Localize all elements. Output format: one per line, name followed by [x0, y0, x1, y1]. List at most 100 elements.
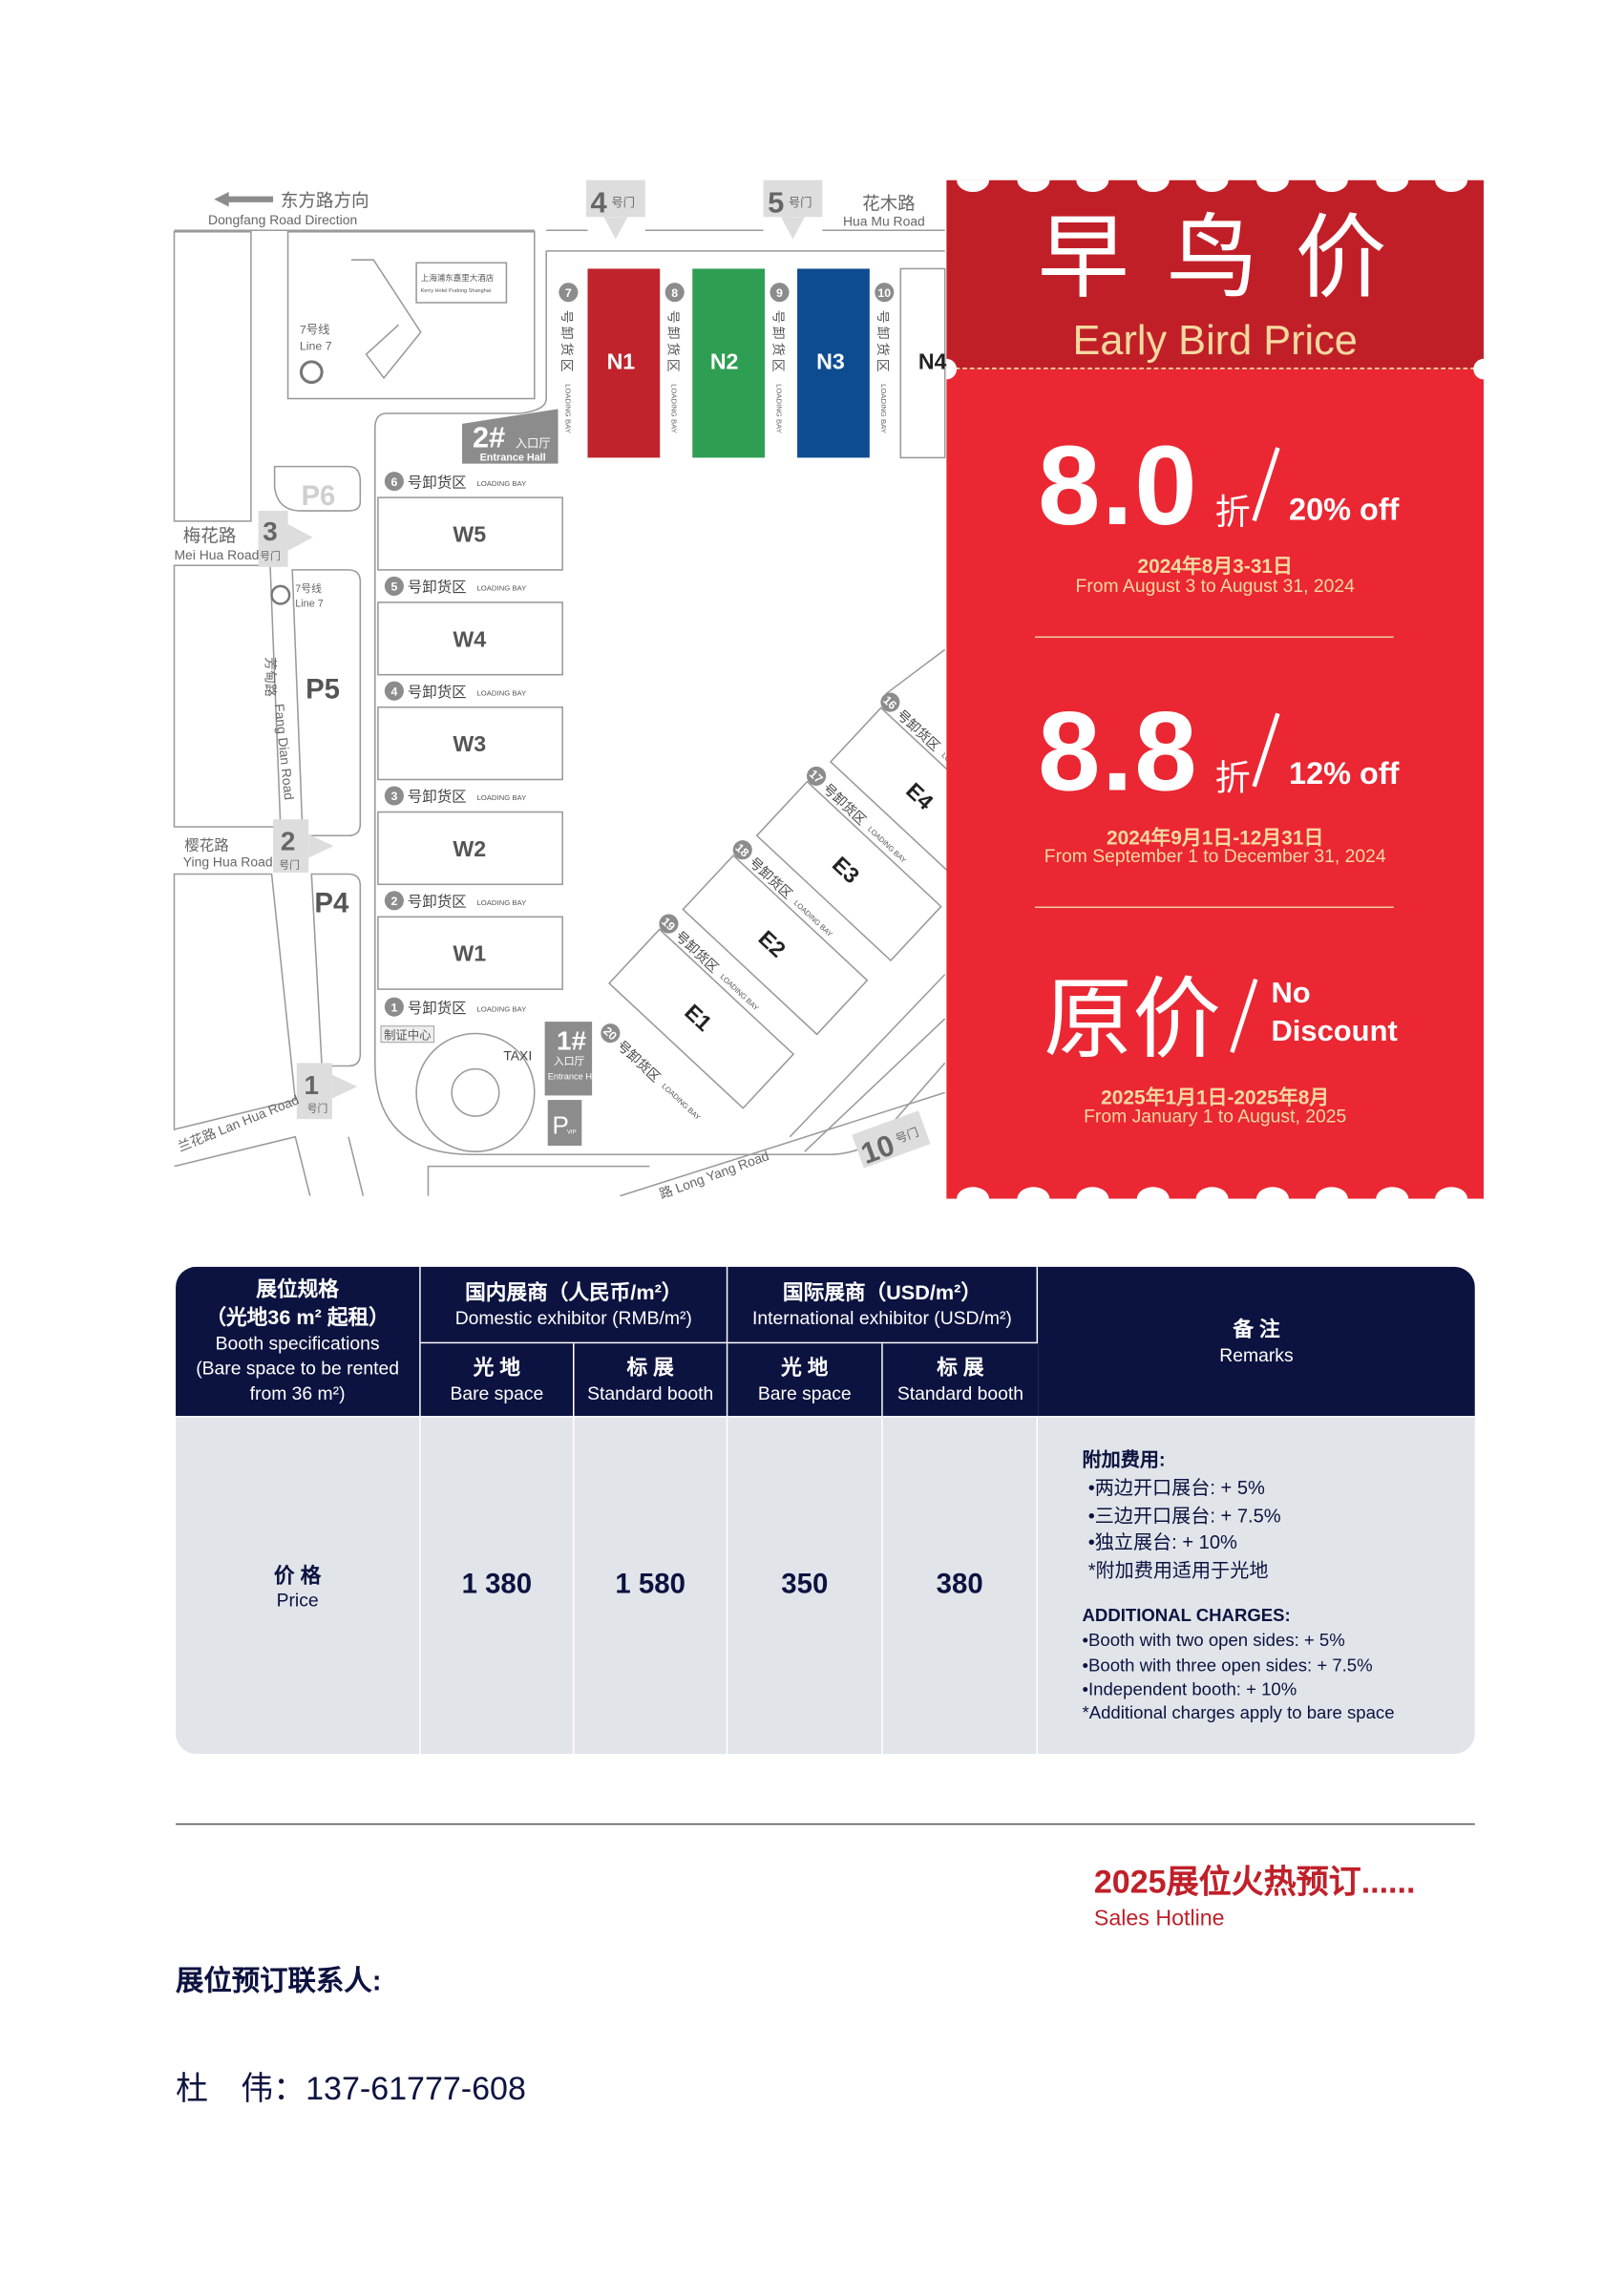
header-booth-spec: 展位规格 （光地36 m² 起租） Booth specifications (… [176, 1266, 421, 1418]
road-label: 东方路方向 [281, 190, 369, 210]
loading-bay-label: 号卸货区 [559, 310, 575, 375]
loading-bay-number-icon [732, 840, 752, 860]
scallop-edge [1016, 179, 1049, 193]
no-discount-2: Discount [1271, 1015, 1398, 1048]
header-remarks: 备 注 Remarks [1038, 1266, 1475, 1418]
loading-bay-number-icon [880, 692, 900, 712]
loading-bay-label: LOADING BAY [563, 384, 572, 433]
loading-bay-label: 号卸货区 [408, 474, 467, 491]
svg-text:号门: 号门 [611, 195, 635, 209]
hall-n3 [797, 268, 870, 458]
loading-bay-label: 号卸货区 [666, 310, 682, 375]
scallop-edge [1195, 179, 1229, 193]
header-domestic: 国内展商（人民币/m²） Domestic exhibitor (RMB/m²) [420, 1266, 728, 1344]
loading-bay-number: 3 [390, 790, 397, 803]
metro-label: 7号线 [295, 581, 322, 595]
header-standard-booth: 标 展 Standard booth [882, 1343, 1039, 1418]
loading-bay-number-icon [664, 283, 685, 303]
loading-bay-number: 9 [776, 286, 783, 300]
arrow-left-icon [214, 192, 274, 207]
hall-w3 [377, 706, 563, 781]
discount-off: 20% off [1289, 493, 1400, 528]
loading-bay-number-icon [384, 997, 404, 1017]
metro-label: Line 7 [300, 339, 332, 352]
loading-bay-number-icon [384, 681, 404, 701]
gate-2: 2 号门 [273, 819, 334, 873]
discount-value: 8.8 [1038, 689, 1199, 815]
metro-icon [299, 360, 324, 385]
loading-bay-number-icon [384, 472, 404, 492]
loading-bay-label: LOADING BAY [476, 479, 526, 488]
scallop-edge [1375, 1187, 1408, 1199]
scallop-edge [1315, 179, 1348, 193]
hall-label: W1 [453, 941, 486, 966]
hall-e2 [682, 854, 869, 1036]
road-label: 芳甸路 [263, 657, 278, 697]
gate-5: 5 号门 [763, 179, 823, 240]
road-label: 樱花路 [184, 837, 229, 854]
vip-parking: P VIP [547, 1100, 582, 1147]
road-label: Fang Dian Road [272, 703, 297, 800]
loading-bay-number-icon [875, 283, 895, 303]
road-label: 路 Long Yang Road [657, 1148, 770, 1201]
hall-label: N4 [918, 349, 947, 374]
loading-bay-number: 2 [390, 895, 397, 908]
loading-bay-label: LOADING BAY [670, 384, 679, 433]
loading-bay-number: 5 [390, 580, 397, 594]
svg-text:VIP: VIP [567, 1129, 577, 1136]
loading-bay-label: 号卸货区 [614, 1038, 664, 1086]
price-cell: 380 [882, 1417, 1039, 1755]
scallop-edge [1195, 1187, 1229, 1199]
scallop-edge [1076, 179, 1109, 193]
scallop-edge [1135, 1187, 1169, 1199]
road-label: Hua Mu Road [843, 214, 925, 229]
contact-label: 展位预订联系人: [176, 1966, 382, 1998]
cert-center-label: 制证中心 [384, 1028, 431, 1043]
contact-phone[interactable]: 杜 伟：137-61777-608 [176, 2070, 526, 2107]
loading-bay-number: 4 [390, 685, 397, 698]
date-cn: 2024年8月3-31日 [1137, 555, 1293, 578]
row-label: 价 格 Price [176, 1417, 421, 1755]
road-label: 梅花路 [183, 526, 237, 546]
scallop-edge [1255, 179, 1289, 193]
date-en: From August 3 to August 31, 2024 [1075, 576, 1355, 597]
remarks-cell: 附加费用: •两边开口展台: + 5% •三边开口展台: + 7.5% •独立展… [1038, 1417, 1475, 1755]
loading-bay-label: 号卸货区 [408, 684, 467, 701]
early-bird-panel: 早 鸟 价 Early Bird Price 8.0 折 20% off 202… [946, 179, 1485, 1199]
scallop-edge [1076, 1187, 1109, 1199]
footer-divider [176, 1823, 1475, 1825]
taxi-label: TAXI [503, 1047, 532, 1063]
loading-bay-label: LOADING BAY [879, 384, 888, 433]
scallop-edge [1435, 179, 1468, 193]
svg-text:入口厅: 入口厅 [516, 437, 551, 451]
discount-value: 8.0 [1038, 423, 1199, 550]
svg-text:号门: 号门 [279, 857, 300, 871]
svg-text:号门: 号门 [260, 549, 281, 562]
gate-1: 1 号门 [296, 1063, 358, 1120]
loading-bay-label: 号卸货区 [408, 893, 467, 910]
scallop-edge [957, 179, 990, 193]
hall-w2 [377, 811, 563, 886]
loading-bay-label: LOADING BAY [774, 384, 783, 433]
metro-label: Line 7 [295, 599, 323, 610]
full-price-label: 原价 [1044, 969, 1221, 1069]
gate-10: 10 号门 [852, 1110, 931, 1171]
hall-label: W4 [453, 626, 486, 651]
hall-label: W5 [453, 522, 486, 547]
loading-bay-label: 号卸货区 [408, 789, 467, 806]
table-row: 价 格 Price 1 380 1 580 350 380 附加费用: •两边开口… [176, 1417, 1475, 1755]
entrance-hall-1: 1# 入口厅 Entrance Hall [544, 1022, 601, 1096]
loading-bay-number-icon [770, 283, 790, 303]
svg-text:号门: 号门 [789, 195, 812, 209]
discount-unit: 折 [1214, 758, 1251, 799]
scallop-edge [1016, 1187, 1049, 1199]
road-label: Ying Hua Road [183, 854, 273, 870]
scallop-edge [1135, 179, 1169, 193]
loading-bay-number-icon [384, 576, 404, 596]
hall-label: W3 [453, 731, 486, 756]
loading-bay-label: LOADING BAY [476, 688, 526, 697]
road-label: Dongfang Road Direction [208, 212, 357, 227]
loading-bay-label: LOADING BAY [476, 584, 526, 593]
hotel-label: 上海浦东嘉里大酒店 [421, 273, 495, 283]
hotel-box [415, 262, 508, 304]
